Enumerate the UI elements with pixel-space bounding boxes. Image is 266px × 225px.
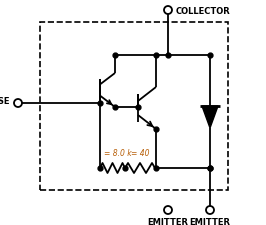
Polygon shape xyxy=(202,106,218,128)
Text: = 8.0 k: = 8.0 k xyxy=(104,149,132,158)
Text: EMITTER: EMITTER xyxy=(189,218,231,225)
Text: EMITTER: EMITTER xyxy=(148,218,189,225)
Text: = 40: = 40 xyxy=(131,149,149,158)
Bar xyxy=(40,22,228,190)
Text: BASE: BASE xyxy=(0,97,10,106)
Text: COLLECTOR: COLLECTOR xyxy=(176,7,231,16)
